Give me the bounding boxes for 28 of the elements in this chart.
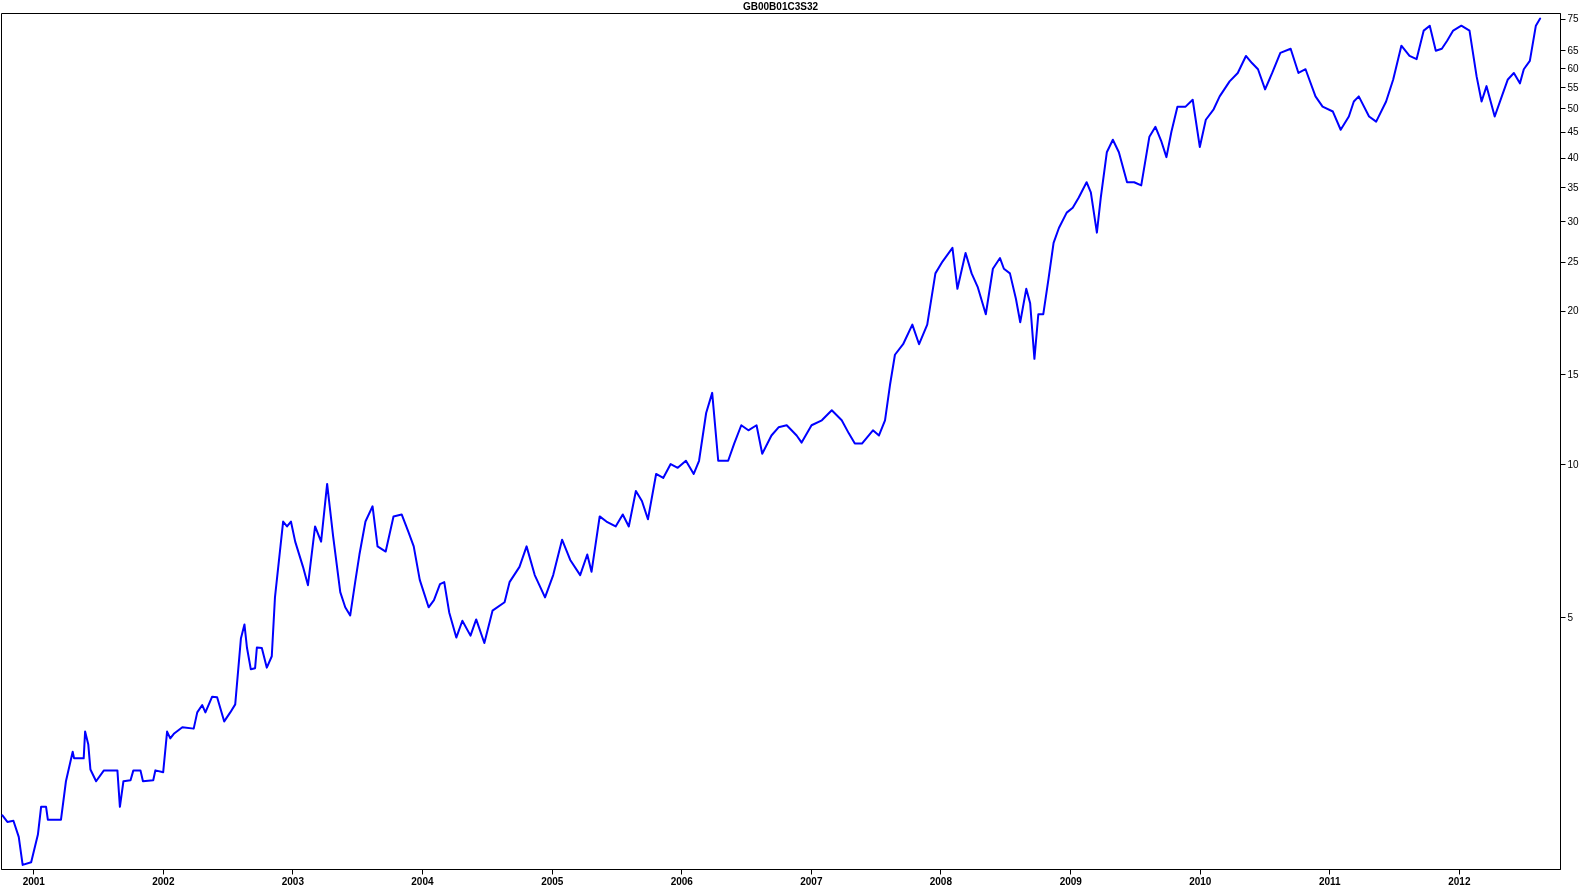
x-tick-label: 2003 bbox=[281, 875, 305, 887]
chart-title: GB00B01C3S32 bbox=[742, 1, 819, 12]
x-tick-label: 2007 bbox=[800, 875, 823, 887]
y-tick-label: 15 bbox=[1567, 368, 1580, 380]
y-tick-label: 30 bbox=[1567, 215, 1580, 227]
x-tick-label: 2004 bbox=[411, 875, 434, 887]
line-series bbox=[1, 17, 1542, 866]
y-tick-label: 5 bbox=[1567, 611, 1574, 623]
y-tick-label: 75 bbox=[1567, 13, 1580, 25]
y-tick-label: 65 bbox=[1567, 44, 1580, 56]
y-tick-label: 50 bbox=[1567, 102, 1580, 114]
x-tick-label: 2008 bbox=[929, 875, 953, 887]
y-tick-label: 10 bbox=[1567, 458, 1580, 470]
y-tick-label: 60 bbox=[1567, 62, 1580, 74]
y-tick-label: 35 bbox=[1567, 181, 1580, 193]
y-tick-label: 40 bbox=[1567, 152, 1580, 164]
x-tick-label: 2005 bbox=[541, 875, 564, 887]
x-tick-label: 2012 bbox=[1448, 875, 1471, 887]
x-tick-label: 2006 bbox=[670, 875, 694, 887]
x-tick-label: 2001 bbox=[22, 875, 46, 887]
x-tick-label: 2011 bbox=[1318, 875, 1342, 887]
x-tick-label: 2009 bbox=[1059, 875, 1083, 887]
x-tick-label: 2002 bbox=[152, 875, 175, 887]
y-tick-label: 20 bbox=[1567, 305, 1580, 317]
y-tick-label: 55 bbox=[1567, 81, 1580, 93]
y-tick-label: 45 bbox=[1567, 126, 1580, 138]
y-tick-label: 25 bbox=[1567, 256, 1580, 268]
x-tick-label: 2010 bbox=[1189, 875, 1212, 887]
